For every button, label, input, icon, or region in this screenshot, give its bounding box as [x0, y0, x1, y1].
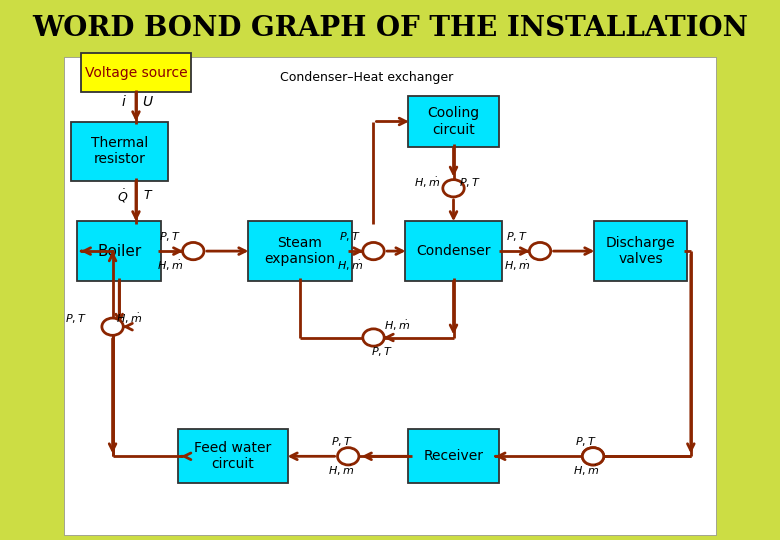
Text: Feed water
circuit: Feed water circuit [194, 441, 271, 471]
Circle shape [530, 242, 551, 260]
Text: $i$: $i$ [121, 94, 127, 109]
Text: $P,T$: $P,T$ [505, 230, 527, 243]
Text: Cooling
circuit: Cooling circuit [427, 106, 480, 137]
Circle shape [583, 448, 604, 465]
Text: $P,T$: $P,T$ [576, 435, 597, 448]
Text: $P,T$: $P,T$ [159, 230, 181, 243]
FancyBboxPatch shape [77, 221, 161, 281]
Text: $P,T$: $P,T$ [459, 177, 481, 190]
Text: Boiler: Boiler [98, 244, 141, 259]
Circle shape [583, 448, 604, 465]
FancyBboxPatch shape [81, 53, 191, 92]
Text: $H,\dot{m}$: $H,\dot{m}$ [413, 176, 440, 190]
Text: $P,T$: $P,T$ [371, 345, 393, 357]
Text: Discharge
valves: Discharge valves [606, 236, 675, 266]
Circle shape [183, 242, 204, 260]
Text: $H,\dot{m}$: $H,\dot{m}$ [337, 259, 363, 273]
FancyBboxPatch shape [248, 221, 352, 281]
Text: $H,\dot{m}$: $H,\dot{m}$ [328, 464, 355, 478]
Text: Condenser–Heat exchanger: Condenser–Heat exchanger [280, 71, 453, 84]
FancyBboxPatch shape [405, 221, 502, 281]
Text: $H,\dot{m}$: $H,\dot{m}$ [504, 259, 530, 273]
Text: Voltage source: Voltage source [85, 66, 187, 80]
Circle shape [338, 448, 359, 465]
Text: Receiver: Receiver [424, 449, 484, 463]
Text: $H,\dot{m}$: $H,\dot{m}$ [116, 312, 143, 326]
Text: $\dot{Q}$: $\dot{Q}$ [117, 187, 128, 205]
FancyBboxPatch shape [409, 96, 498, 147]
FancyBboxPatch shape [71, 122, 168, 181]
Text: $H,\dot{m}$: $H,\dot{m}$ [384, 319, 410, 333]
Text: $P,T$: $P,T$ [331, 435, 353, 448]
Text: Condenser: Condenser [417, 244, 491, 258]
FancyBboxPatch shape [409, 429, 498, 483]
Text: WORD BOND GRAPH OF THE INSTALLATION: WORD BOND GRAPH OF THE INSTALLATION [32, 15, 748, 42]
Circle shape [443, 180, 464, 197]
Text: Steam
expansion: Steam expansion [264, 236, 335, 266]
Bar [64, 57, 716, 535]
Bar [55, 0, 725, 57]
Text: $H,\dot{m}$: $H,\dot{m}$ [157, 259, 183, 273]
Circle shape [363, 329, 385, 346]
Text: $U$: $U$ [142, 94, 154, 109]
Text: Thermal
resistor: Thermal resistor [90, 136, 148, 166]
Text: $T$: $T$ [143, 189, 153, 202]
Text: $P,T$: $P,T$ [65, 312, 87, 325]
FancyBboxPatch shape [178, 429, 288, 483]
Text: $P,T$: $P,T$ [339, 230, 361, 243]
FancyBboxPatch shape [594, 221, 687, 281]
Circle shape [102, 318, 123, 335]
Circle shape [363, 242, 385, 260]
Text: $H,\dot{m}$: $H,\dot{m}$ [573, 464, 600, 478]
